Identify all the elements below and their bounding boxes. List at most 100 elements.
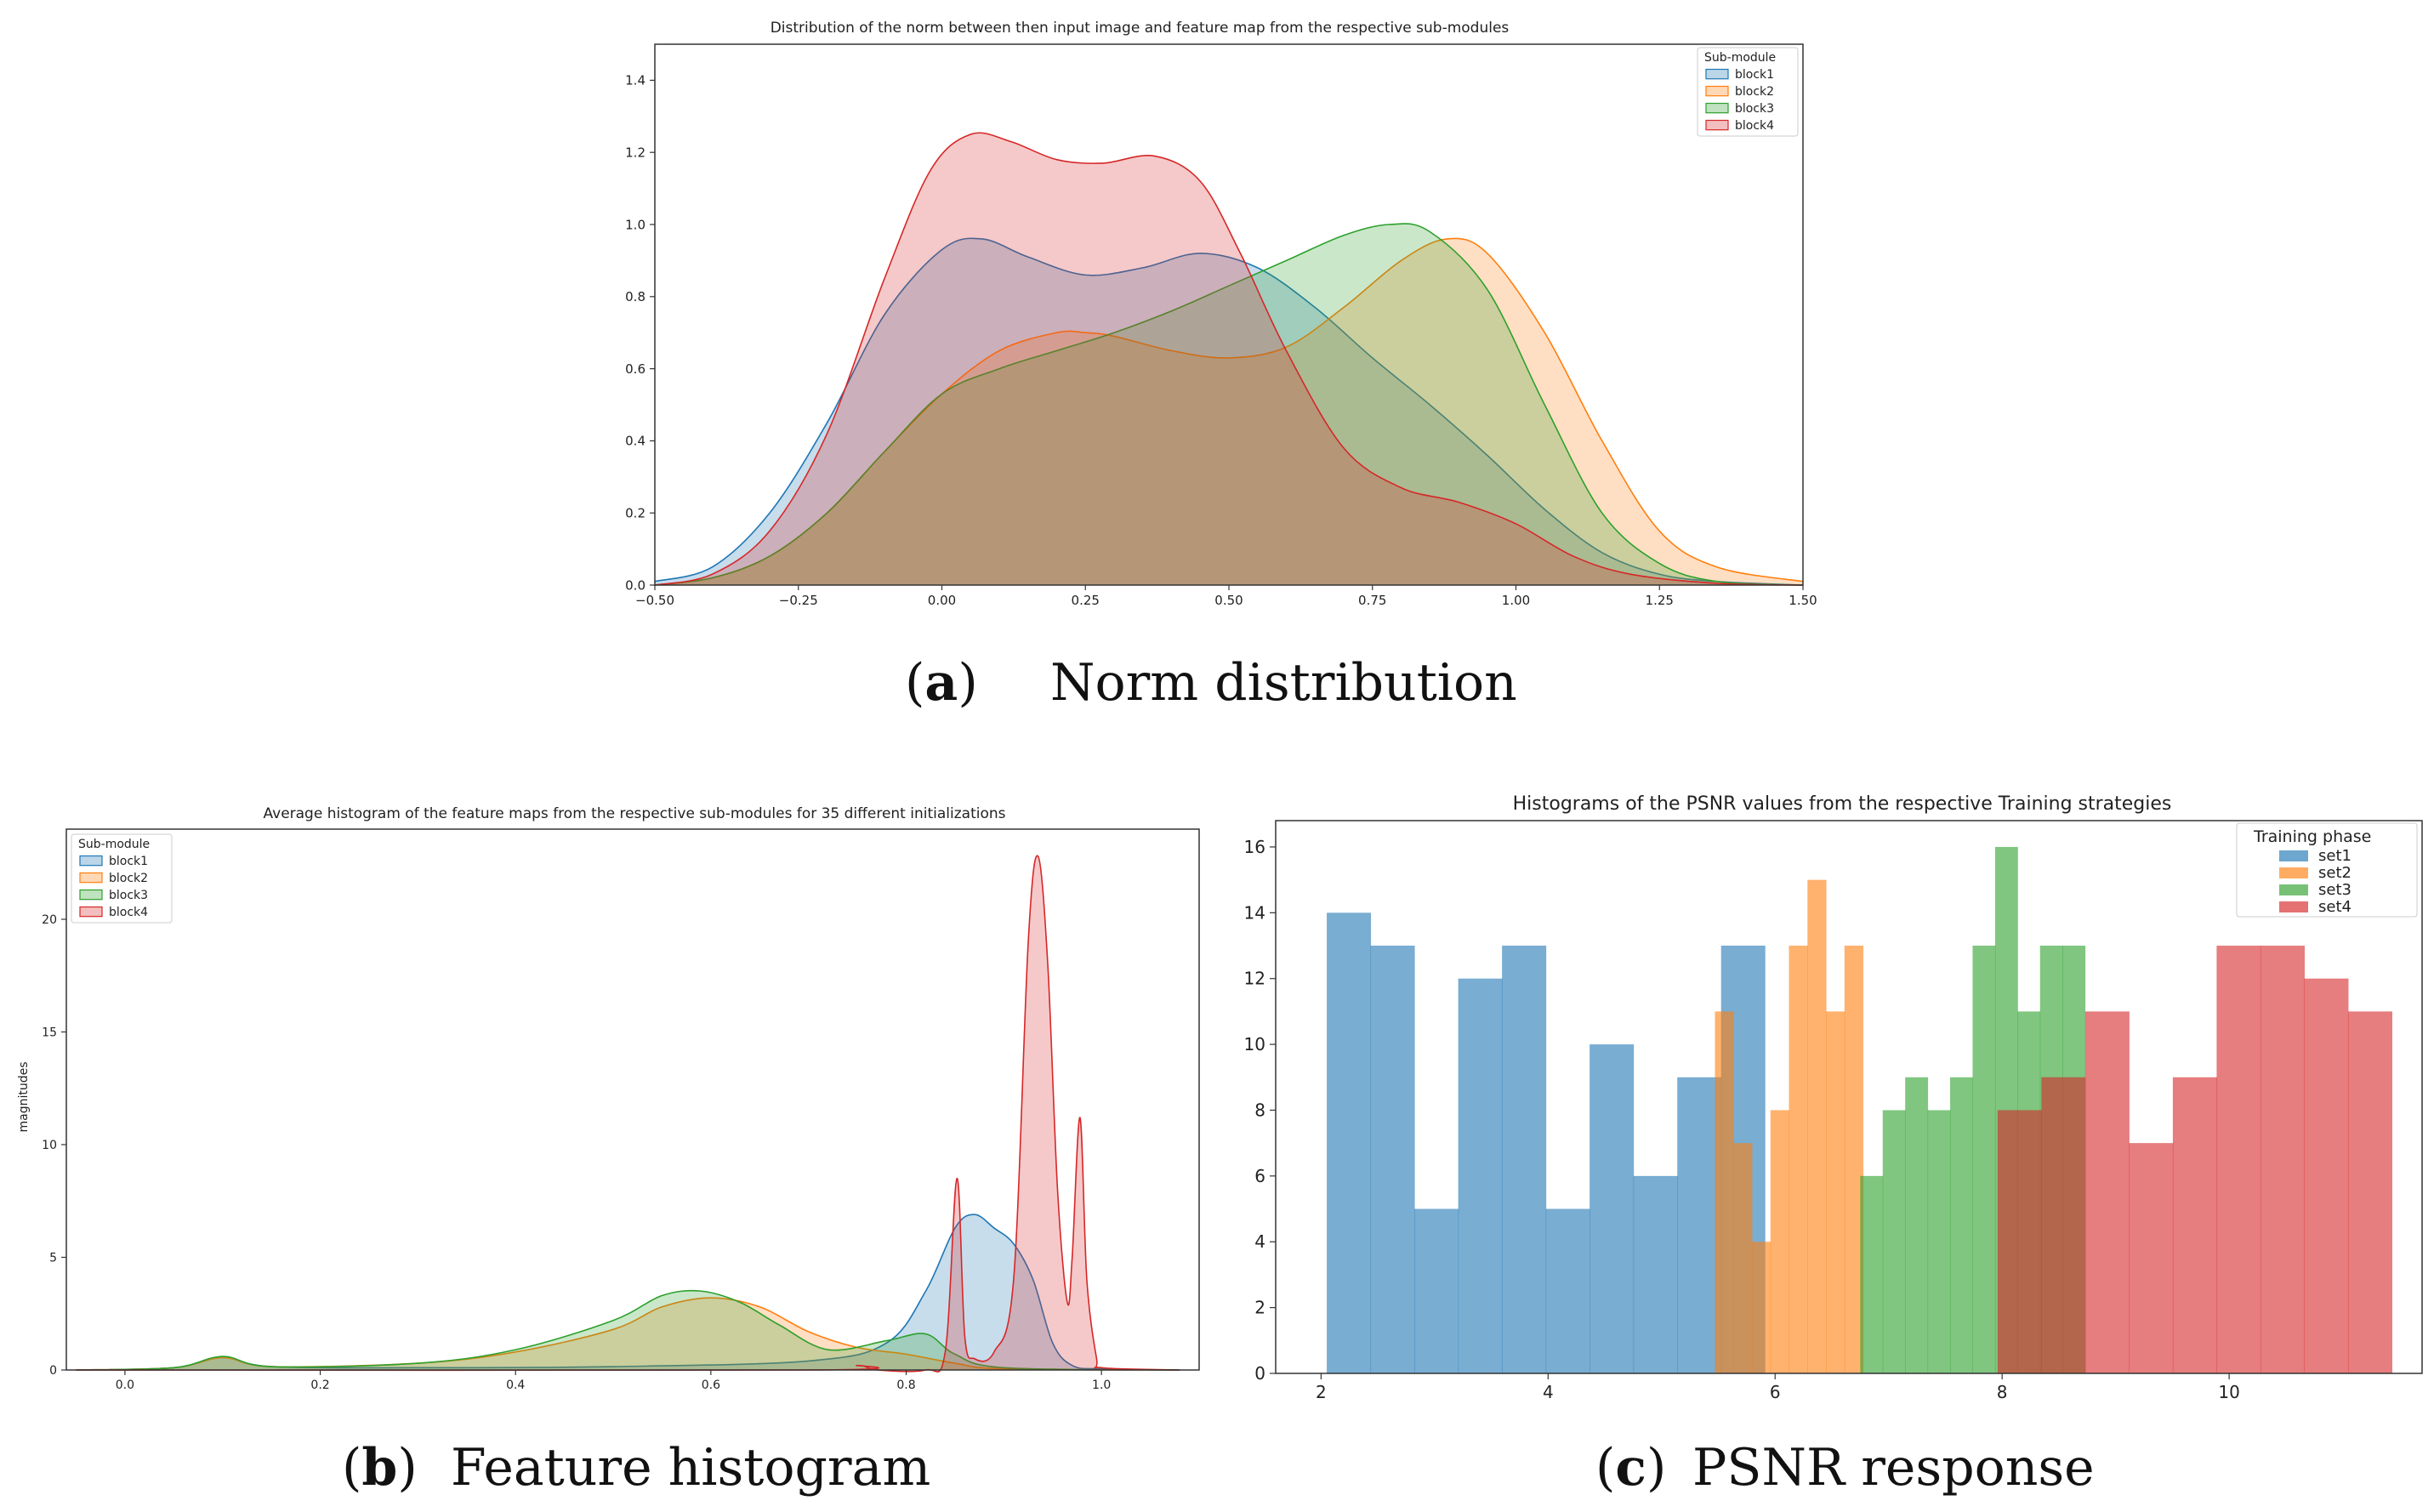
panel-c-set1-bar [1414, 1208, 1459, 1373]
panel-b-block4-area [76, 855, 1180, 1373]
panel-b-legend-title: Sub-module [78, 838, 150, 851]
panel-c-ytick-label: 10 [1244, 1034, 1265, 1054]
panel-b-xtick-label: 0.2 [310, 1378, 329, 1392]
panel-a-legend: Sub-module block1 block2 block3 block4 [1697, 47, 1799, 137]
panel-c-xtick-label: 10 [2218, 1382, 2239, 1402]
panel-c-set1-bar [1502, 946, 1547, 1373]
panel-c-legend-swatch-set3 [2279, 884, 2308, 895]
panel-a-series [654, 132, 1804, 586]
panel-c-set4-bar [2347, 1011, 2392, 1373]
panel-c-set4-bar [2172, 1077, 2217, 1373]
panel-a-title: Distribution of the norm between then in… [771, 20, 1510, 37]
panel-b-xtick-label: 0.4 [506, 1378, 525, 1392]
panel-b-legend-label-block3: block3 [109, 889, 148, 902]
panel-a-caption-letter: a [924, 653, 958, 713]
panel-a-ytick-label: 0.2 [625, 505, 645, 520]
panel-a-xtick-label: 0.75 [1358, 593, 1386, 608]
panel-a-ytick-label: 1.4 [625, 73, 645, 88]
panel-c-ytick-label: 4 [1254, 1231, 1265, 1252]
panel-c-legend-swatch-set1 [2279, 850, 2308, 861]
panel-c-set2-bar [1826, 1011, 1845, 1373]
panel-a-block4-area [655, 133, 1803, 586]
panel-c-xtick-label: 4 [1543, 1382, 1554, 1402]
panel-a-ytick-label: 0.6 [625, 361, 645, 377]
panel-c-ytick-label: 2 [1254, 1298, 1265, 1318]
panel-b-axes-frame [65, 828, 1200, 1371]
panel-b-legend-swatch-block1 [79, 855, 103, 867]
panel-a-xtick-label: −0.25 [779, 593, 818, 608]
panel-c-set4-bar [2041, 1077, 2086, 1373]
panel-a-ytick-label: 0.0 [625, 577, 645, 593]
panel-b-xtick-label: 0.6 [702, 1378, 720, 1392]
panel-c-set1-bar [1545, 1208, 1590, 1373]
panel-a-xtick-label: 0.00 [928, 593, 956, 608]
panel-c-caption-letter: c [1615, 1438, 1646, 1498]
panel-c-set4-bar [2304, 978, 2349, 1373]
panel-a-ytick-label: 0.4 [625, 434, 645, 449]
panel-a-legend-label-block2: block2 [1735, 85, 1774, 99]
panel-b-caption: (b) Feature histogram [342, 1438, 930, 1498]
panel-a-caption-text: Norm distribution [1050, 653, 1517, 713]
panel-a-ticks: −0.50 −0.25 0.00 0.25 0.50 0.75 1.00 1.25 1.50 0.… [625, 73, 1817, 608]
panel-c-set4-bar [1997, 1110, 2042, 1373]
panel-a-block4-line [654, 132, 1804, 586]
panel-c-ytick-label: 8 [1254, 1100, 1265, 1120]
panel-c-set2-bar [1770, 1110, 1790, 1373]
panel-c-legend-label-set4: set4 [2318, 898, 2352, 916]
panel-c-ytick-label: 14 [1244, 902, 1265, 923]
panel-a-legend-swatch-block3 [1705, 102, 1729, 114]
panel-b-legend-label-block4: block4 [109, 906, 148, 919]
panel-c-ticks: 2 4 6 8 10 0 2 4 6 8 10 12 14 16 [1244, 837, 2240, 1402]
panel-b-ytick-label: 10 [42, 1139, 57, 1152]
panel-b-caption-letter: b [361, 1438, 397, 1498]
panel-a-xtick-label: 0.25 [1072, 593, 1100, 608]
panel-c-set1-bar [1370, 946, 1415, 1373]
panel-c-legend-label-set1: set1 [2318, 847, 2352, 865]
panel-c-set2-bar [1715, 1011, 1734, 1373]
panel-c-set3-bar [1950, 1077, 1973, 1373]
panel-b-ytick-label: 20 [42, 913, 57, 927]
panel-c-ytick-label: 6 [1254, 1166, 1265, 1186]
panel-c-set3-bar [1905, 1077, 1929, 1373]
panel-a-caption: (a) Norm distribution [905, 653, 1517, 713]
panel-c-set1-bar [1589, 1044, 1635, 1373]
panel-c-legend-label-set3: set3 [2318, 881, 2352, 899]
panel-c-set1-bar [1327, 912, 1372, 1373]
panel-c-set4-bar [2216, 946, 2261, 1373]
panel-a-block3-line [654, 223, 1804, 586]
panel-c-set1-bar [1458, 978, 1503, 1373]
panel-c-set3-bar [1882, 1110, 1906, 1373]
panel-a-block1-line [654, 237, 1804, 586]
panel-a-caption-label: (a) [905, 653, 978, 713]
panel-b-feature-histogram: Average histogram of the feature maps fr… [17, 805, 1200, 1498]
panel-a-ytick-label: 1.0 [625, 217, 645, 232]
panel-a-block2-area [655, 238, 1803, 585]
panel-c-caption-label: (c) [1595, 1438, 1666, 1498]
panel-c-legend-title: Training phase [2253, 827, 2371, 846]
panel-a-norm-distribution: Distribution of the norm between then in… [625, 20, 1817, 713]
panel-a-legend-swatch-block1 [1705, 68, 1729, 80]
panel-b-block4-line [76, 855, 1180, 1373]
panel-a-xtick-label: 0.50 [1214, 593, 1243, 608]
panel-c-set4-bar [2084, 1011, 2130, 1373]
panel-b-xtick-label: 0.0 [116, 1378, 134, 1392]
panel-c-set3-bar [1927, 1110, 1951, 1373]
panel-b-legend-swatch-block2 [79, 872, 103, 884]
panel-c-ytick-label: 16 [1244, 837, 1265, 857]
panel-a-legend-swatch-block4 [1705, 119, 1729, 131]
panel-a-legend-swatch-block2 [1705, 85, 1729, 97]
panel-c-xtick-label: 8 [1997, 1382, 2008, 1402]
panel-c-set4-bar [2129, 1143, 2174, 1373]
panel-b-caption-text: Feature histogram [451, 1438, 930, 1498]
panel-a-legend-label-block4: block4 [1735, 119, 1774, 133]
panel-c-title: Histograms of the PSNR values from the r… [1513, 793, 2172, 815]
panel-a-block1-area [655, 238, 1803, 585]
panel-c-xtick-label: 2 [1316, 1382, 1327, 1402]
panel-c-caption: (c) PSNR response [1595, 1438, 2095, 1498]
panel-c-legend-label-set2: set2 [2318, 864, 2352, 882]
panel-c-legend-swatch-set2 [2279, 867, 2308, 878]
panel-c-series [1327, 846, 2392, 1373]
panel-c-axes-frame [1275, 820, 2423, 1374]
